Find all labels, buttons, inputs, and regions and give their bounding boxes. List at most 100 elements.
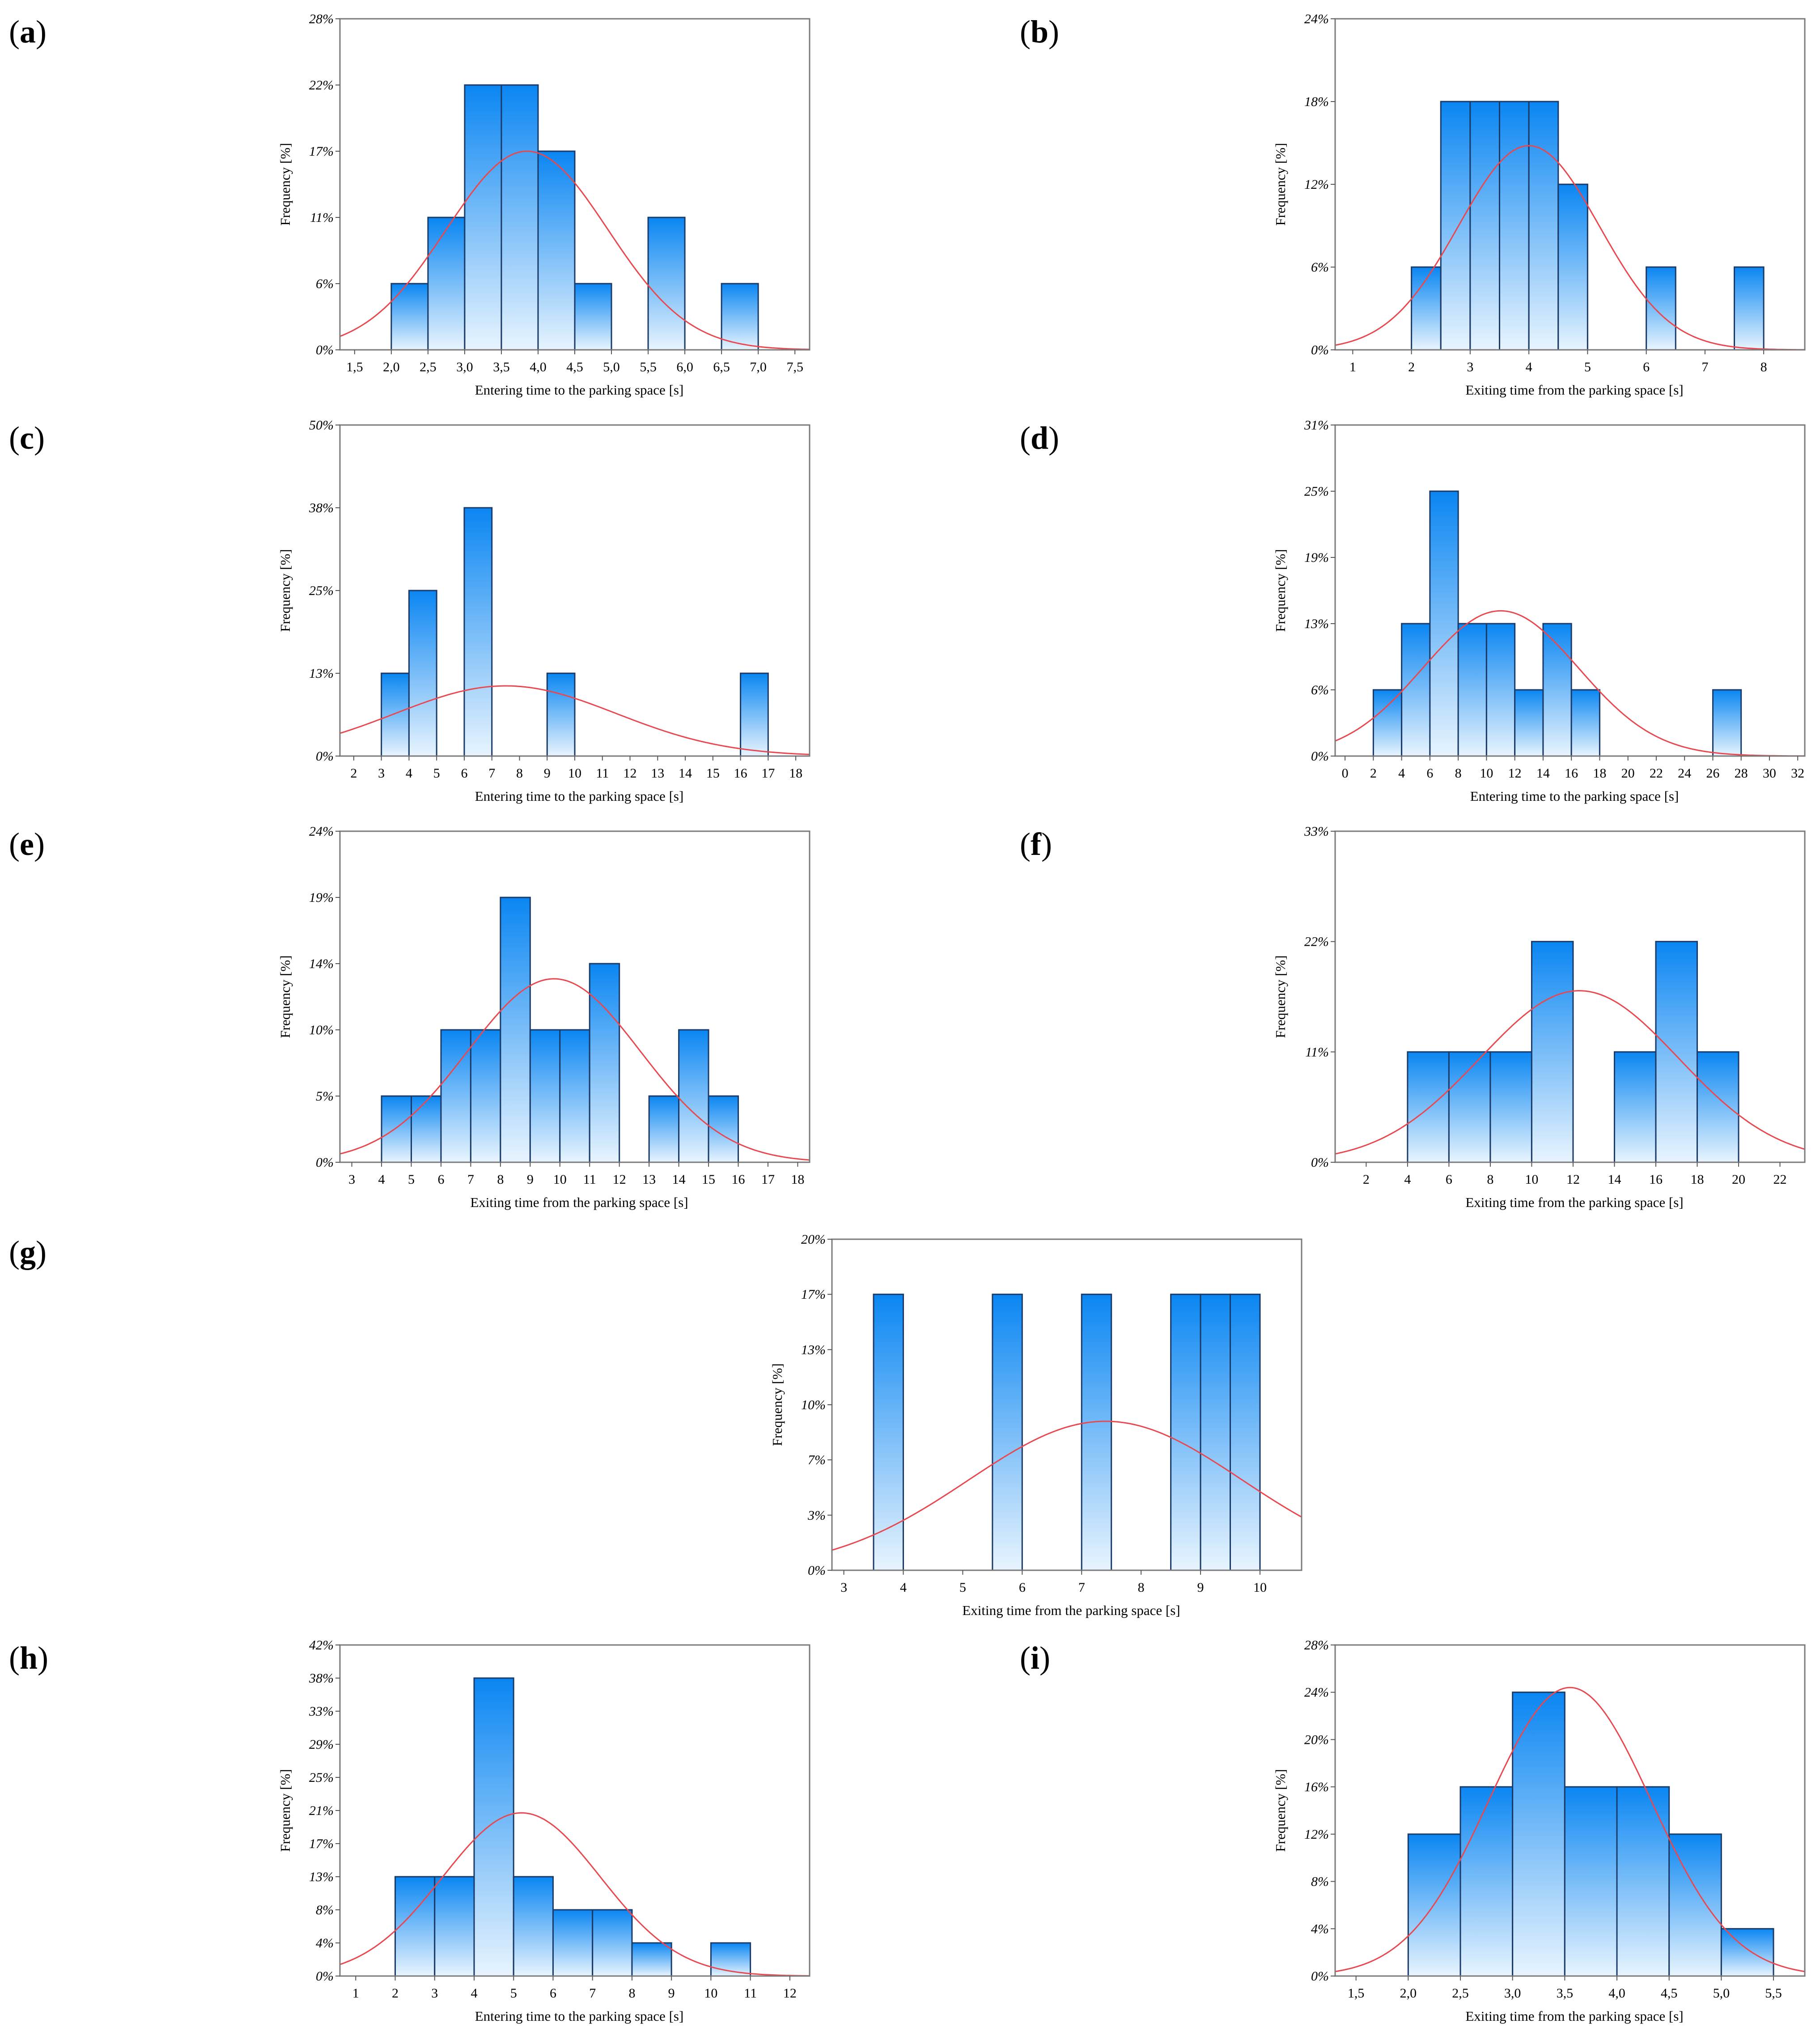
x-tick-label: 8 — [628, 1986, 635, 2001]
x-tick-label: 4,5 — [1661, 1986, 1678, 2001]
x-tick-label: 10 — [568, 766, 581, 781]
histogram-bar — [1200, 1293, 1231, 1571]
y-tick-label: 13% — [309, 666, 334, 681]
normal-fit-curve — [339, 685, 810, 755]
y-tick-label: 12% — [1304, 177, 1329, 192]
x-tick-label: 12 — [783, 1986, 797, 2001]
y-tick-label: 0% — [1311, 1155, 1329, 1170]
panel-label-open: ( — [1020, 826, 1031, 862]
x-tick-label: 6 — [1643, 360, 1650, 374]
x-tick-label: 4,0 — [530, 360, 547, 374]
y-tick-label: 29% — [309, 1737, 334, 1752]
x-tick-label: 7 — [488, 766, 495, 781]
histogram-bar — [678, 1029, 709, 1163]
y-tick-label: 17% — [801, 1287, 826, 1302]
y-tick-label: 16% — [1304, 1780, 1329, 1794]
chart-panel-a: (a) 1,5 2,0 2,5 3,0 3,5 4,0 4,5 5,0 5,5 6,0 6,5 7,0 7… — [9, 12, 810, 398]
chart-panel-f: (f) 2 4 6 8 10 12 14 16 18 20 22 0% 11% 22% 33% Exiting … — [1020, 824, 1806, 1210]
histogram-bar — [500, 897, 531, 1163]
y-tick-label: 20% — [801, 1232, 826, 1247]
y-axis-title: Frequency [%] — [769, 1363, 785, 1446]
x-tick-label: 3,0 — [1504, 1986, 1521, 2001]
panel-label-letter: b — [1031, 14, 1048, 50]
y-axis-title: Frequency [%] — [277, 143, 293, 225]
histogram-bar — [1655, 941, 1698, 1163]
x-axis-title: Entering time to the parking space [s] — [475, 382, 684, 398]
panel-label-close: ) — [1048, 420, 1059, 456]
x-axis-title: Exiting time from the parking space [s] — [962, 1602, 1180, 1618]
histogram-bar — [1489, 1051, 1532, 1163]
x-tick-label: 11 — [596, 766, 609, 781]
histogram-bar — [381, 672, 410, 757]
x-tick-label: 3,0 — [456, 360, 473, 374]
histogram-bar — [464, 84, 502, 351]
x-tick-label: 3 — [1467, 360, 1473, 374]
x-axis-title: Entering time to the parking space [s] — [475, 788, 684, 804]
x-tick-label: 13 — [642, 1172, 656, 1187]
histogram-bar — [470, 1029, 501, 1163]
histogram-bar — [647, 217, 686, 351]
histogram-bar — [395, 1876, 436, 1977]
y-tick-label: 4% — [1311, 1921, 1329, 1936]
panel-label-close: ) — [1048, 14, 1059, 50]
histogram-bar — [1429, 490, 1459, 757]
y-tick-label: 0% — [1311, 1969, 1329, 1984]
x-tick-label: 7 — [1701, 360, 1708, 374]
y-tick-label: 33% — [309, 1704, 334, 1719]
x-tick-label: 14 — [1536, 766, 1550, 781]
panel-label-d: (d) — [1020, 420, 1059, 456]
x-tick-label: 7 — [589, 1986, 596, 2001]
x-tick-label: 6 — [437, 1172, 444, 1187]
y-tick-label: 11% — [1305, 1045, 1329, 1059]
normal-fit-curve — [1335, 990, 1805, 1155]
histogram-bar — [1616, 1786, 1670, 1977]
panel-label-open: ( — [1020, 1640, 1031, 1676]
x-tick-label: 10 — [1480, 766, 1493, 781]
x-tick-label: 4,0 — [1608, 1986, 1625, 2001]
x-tick-label: 4,5 — [566, 360, 583, 374]
y-tick-label: 11% — [310, 210, 334, 225]
chart-panel-i: (i) 1,5 2,0 2,5 3,0 3,5 4,0 4,5 5,0 5,5 0% 4% 8% 12% 1… — [1020, 1638, 1806, 2024]
y-tick-label: 14% — [309, 956, 334, 971]
x-tick-label: 4 — [900, 1580, 907, 1595]
histogram-bar — [434, 1876, 475, 1977]
panel-label-open: ( — [9, 420, 20, 456]
panel-label-open: ( — [9, 1234, 20, 1270]
x-tick-label: 8 — [1138, 1580, 1145, 1595]
y-tick-label: 4% — [316, 1936, 334, 1951]
histogram-bar — [463, 507, 493, 757]
panel-label-i: (i) — [1020, 1640, 1050, 1676]
y-tick-label: 6% — [1311, 683, 1329, 697]
y-tick-label: 38% — [309, 501, 334, 515]
x-tick-label: 1 — [1349, 360, 1356, 374]
x-tick-label: 3 — [378, 766, 385, 781]
x-tick-label: 16 — [1565, 766, 1578, 781]
x-tick-label: 8 — [516, 766, 523, 781]
histogram-bar — [740, 672, 769, 757]
histogram-bar — [381, 1095, 412, 1163]
x-axis-title: Exiting time from the parking space [s] — [1465, 2008, 1683, 2024]
normal-fit-curve — [339, 978, 810, 1161]
histogram-bar — [589, 963, 620, 1163]
histogram-bar — [1613, 1051, 1657, 1163]
x-tick-label: 0 — [1342, 766, 1349, 781]
y-tick-label: 31% — [1304, 418, 1329, 433]
x-tick-label: 2 — [392, 1986, 399, 2001]
y-tick-label: 22% — [1304, 935, 1329, 949]
y-axis-title: Frequency [%] — [277, 549, 293, 632]
x-tick-label: 14 — [672, 1172, 686, 1187]
chart-panel-c: (c) 2 3 4 5 6 7 8 9 10 11 12 13 14 15 16 17 18 0% 13% 25% 38%… — [9, 418, 810, 804]
x-tick-label: 11 — [744, 1986, 757, 2001]
x-tick-label: 13 — [651, 766, 664, 781]
panel-label-open: ( — [1020, 14, 1031, 50]
y-tick-label: 28% — [1304, 1638, 1329, 1653]
y-axis-title: Frequency [%] — [1273, 955, 1288, 1038]
histogram-bar — [1668, 1833, 1722, 1977]
chart-panel-g: (g) 3 4 5 6 7 8 9 10 0% 3% 7% 10% 13% 17% 20% Exiting ti… — [9, 1232, 1302, 1618]
x-tick-label: 2,0 — [383, 360, 400, 374]
y-tick-label: 0% — [1311, 749, 1329, 764]
histogram-bar — [1485, 623, 1516, 757]
histogram-bar — [537, 150, 576, 351]
histogram-bar — [410, 1095, 442, 1163]
